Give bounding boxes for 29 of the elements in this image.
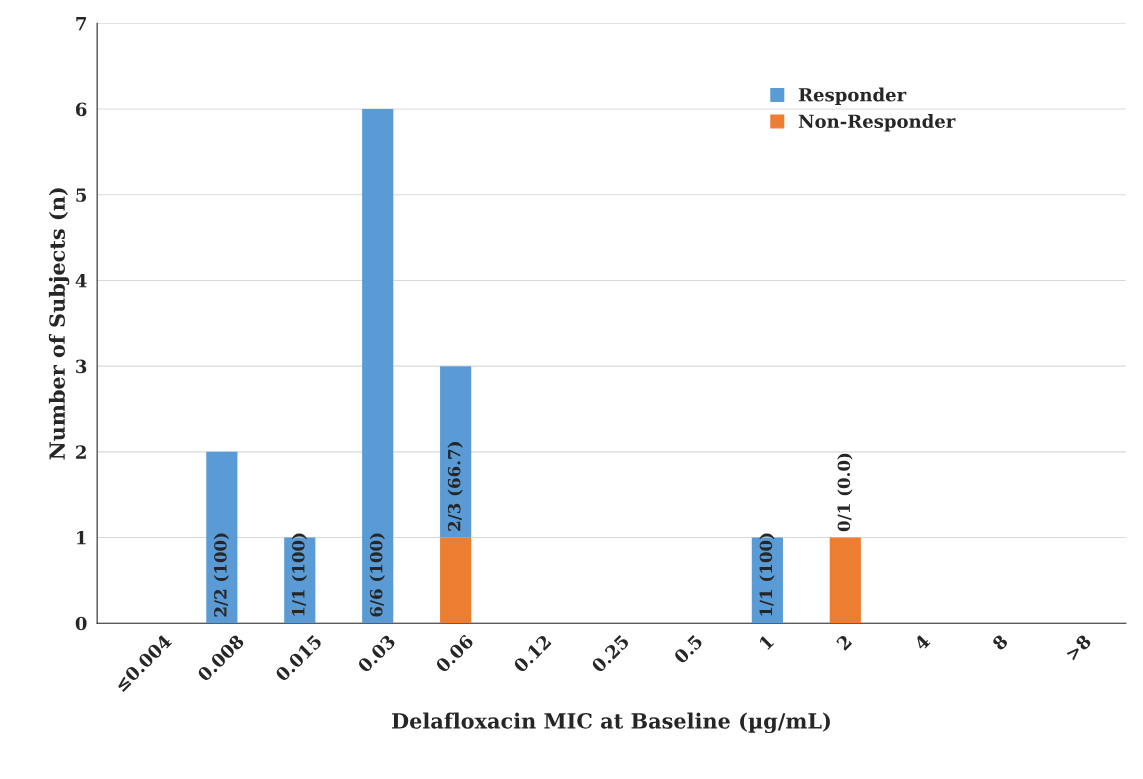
x-tick-label: 1 <box>758 634 775 650</box>
annotation: 1/1 (100) <box>759 533 775 616</box>
y-tick-label: 6 <box>76 102 87 117</box>
legend-label: Non-Responder <box>798 114 956 132</box>
annotation: 6/6 (100) <box>369 533 385 617</box>
bar <box>440 537 472 624</box>
bar <box>829 537 861 624</box>
y-tick-label: 0 <box>75 616 87 631</box>
y-tick-label: 2 <box>76 445 86 459</box>
y-tick-label: 3 <box>76 359 87 374</box>
annotation: 2/3 (66.7) <box>447 442 463 531</box>
y-tick-label: 4 <box>75 273 87 288</box>
x-tick-label: 2 <box>835 634 853 651</box>
legend-label: Responder <box>798 87 907 106</box>
x-tick-label: 0.5 <box>672 634 704 665</box>
bar <box>440 366 472 538</box>
annotation: 0/1 (0.0) <box>837 453 853 532</box>
y-axis-title: Number of Subjects (n) <box>48 188 70 460</box>
annotation: 1/1 (100) <box>291 533 307 616</box>
y-tick-label: 5 <box>76 188 87 202</box>
x-axis-title: Delafloxacin MIC at Baseline (µg/mL) <box>392 712 830 734</box>
y-tick-label: 1 <box>77 530 86 545</box>
bar <box>206 451 238 624</box>
x-tick-label: 8 <box>991 633 1009 652</box>
x-tick-label: >8 <box>1064 633 1092 662</box>
annotation: 2/2 (100) <box>213 533 230 617</box>
bar <box>362 109 394 624</box>
x-tick-label: 4 <box>913 633 931 651</box>
y-tick-label: 7 <box>76 17 86 31</box>
